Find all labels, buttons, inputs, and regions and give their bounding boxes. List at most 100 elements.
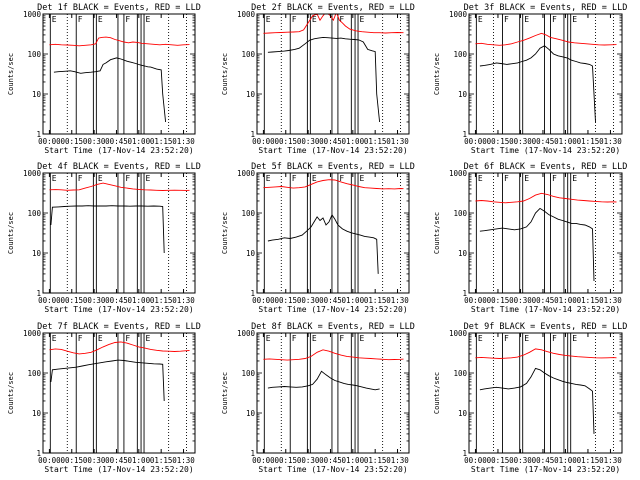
chart-title: Det 5f BLACK = Events, RED = LLD <box>251 162 415 172</box>
y-tick-label: 1000 <box>449 169 468 178</box>
y-axis-label: Counts/sec <box>221 372 229 414</box>
marker-label: F <box>125 174 130 183</box>
marker-lines <box>49 173 187 293</box>
events-series-line <box>267 213 379 274</box>
marker-label: E <box>572 334 577 343</box>
plot-frame <box>42 13 196 135</box>
y-tick-label: 1000 <box>23 169 42 178</box>
x-tick-label: 00:45 <box>532 296 555 305</box>
chart-panel-7: Det 7f BLACK = Events, RED = LLD Counts/s… <box>7 322 201 474</box>
plot-frame <box>256 172 410 294</box>
marker-label: E <box>478 15 483 24</box>
y-axis-label: Counts/sec <box>221 212 229 254</box>
y-axis-label: Counts/sec <box>7 53 15 95</box>
plot-frame <box>468 13 623 135</box>
y-tick-label: 100 <box>453 209 467 218</box>
plot-frame <box>468 172 623 294</box>
x-tick-label: 01:15 <box>150 296 173 305</box>
x-axis-label: Start Time (17-Nov-14 23:52:20) <box>471 146 620 155</box>
marker-label: F <box>504 334 509 343</box>
marker-label: E <box>312 174 317 183</box>
x-tick-label: 00:15 <box>274 137 297 146</box>
marker-label: E <box>146 334 151 343</box>
x-tick-label: 01:00 <box>128 137 151 146</box>
x-tick-label: 01:15 <box>150 456 173 465</box>
marker-label: E <box>524 15 529 24</box>
x-axis-label: Start Time (17-Nov-14 23:52:20) <box>44 146 193 155</box>
x-tick-label: 01:00 <box>342 296 365 305</box>
marker-label: E <box>360 15 365 24</box>
x-tick-label: 00:45 <box>319 137 342 146</box>
x-tick-label: 01:15 <box>577 137 600 146</box>
y-tick-label: 100 <box>453 369 467 378</box>
x-tick-label: 00:15 <box>487 137 510 146</box>
x-tick-label: 01:15 <box>364 137 387 146</box>
lld-series-line <box>49 182 190 191</box>
y-tick-label: 1000 <box>23 329 42 338</box>
marker-label: E <box>572 174 577 183</box>
marker-label: F <box>339 174 344 183</box>
x-tick-label: 01:30 <box>172 456 195 465</box>
x-axis-label: Start Time (17-Nov-14 23:52:20) <box>471 305 620 314</box>
marker-lines <box>49 14 187 134</box>
marker-label: F <box>78 174 83 183</box>
marker-lines <box>263 14 401 134</box>
y-tick-label: 10 <box>32 409 42 418</box>
x-tick-label: 00:00 <box>38 137 61 146</box>
events-series-line <box>50 205 165 254</box>
plot-frame <box>42 332 196 454</box>
marker-label: F <box>552 15 557 24</box>
x-axis-label: Start Time (17-Nov-14 23:52:20) <box>258 305 407 314</box>
x-tick-label: 00:30 <box>83 456 106 465</box>
x-tick-label: 00:45 <box>319 456 342 465</box>
x-tick-label: 00:30 <box>83 137 106 146</box>
y-tick-label: 10 <box>458 249 468 258</box>
x-tick-label: 00:30 <box>297 296 320 305</box>
marker-lines <box>263 173 401 293</box>
marker-label: E <box>98 334 103 343</box>
x-tick-label: 00:15 <box>274 296 297 305</box>
y-tick-label: 100 <box>27 209 41 218</box>
x-tick-label: 00:00 <box>464 456 487 465</box>
marker-label: F <box>292 334 297 343</box>
x-tick-label: 00:30 <box>297 137 320 146</box>
marker-label: E <box>98 15 103 24</box>
y-tick-label: 100 <box>27 369 41 378</box>
x-tick-label: 00:15 <box>487 456 510 465</box>
marker-label: F <box>504 15 509 24</box>
y-axis-label: Counts/sec <box>221 53 229 95</box>
y-tick-label: 1 <box>36 289 41 298</box>
y-tick-label: 100 <box>241 369 255 378</box>
x-tick-label: 01:00 <box>128 456 151 465</box>
marker-label: E <box>266 15 271 24</box>
events-series-line <box>53 57 167 123</box>
x-tick-label: 00:45 <box>532 137 555 146</box>
x-axis-label: Start Time (17-Nov-14 23:52:20) <box>44 465 193 474</box>
y-tick-label: 1 <box>462 289 467 298</box>
chart-panel-8: Det 8f BLACK = Events, RED = LLD Counts/s… <box>221 322 415 474</box>
x-tick-label: 01:15 <box>577 296 600 305</box>
marker-label: F <box>125 15 130 24</box>
x-tick-label: 01:15 <box>364 296 387 305</box>
marker-label: E <box>52 334 57 343</box>
x-tick-label: 00:00 <box>464 137 487 146</box>
x-tick-label: 00:15 <box>274 456 297 465</box>
plot-frame <box>468 332 623 454</box>
x-tick-label: 00:45 <box>532 456 555 465</box>
y-tick-label: 10 <box>246 90 256 99</box>
marker-label: E <box>52 174 57 183</box>
chart-panel-1: Det 1f BLACK = Events, RED = LLD Counts/s… <box>7 3 201 155</box>
chart-panel-6: Det 6f BLACK = Events, RED = LLD Counts/s… <box>433 162 627 314</box>
y-tick-label: 100 <box>241 209 255 218</box>
marker-label: E <box>52 15 57 24</box>
marker-label: F <box>504 174 509 183</box>
y-tick-label: 10 <box>32 90 42 99</box>
x-tick-label: 00:15 <box>487 296 510 305</box>
x-tick-label: 00:15 <box>60 137 83 146</box>
marker-label: F <box>339 15 344 24</box>
x-tick-label: 00:15 <box>60 456 83 465</box>
y-tick-label: 1000 <box>237 10 256 19</box>
x-tick-label: 01:00 <box>554 137 577 146</box>
x-tick-label: 01:30 <box>386 456 409 465</box>
x-tick-label: 00:00 <box>38 296 61 305</box>
